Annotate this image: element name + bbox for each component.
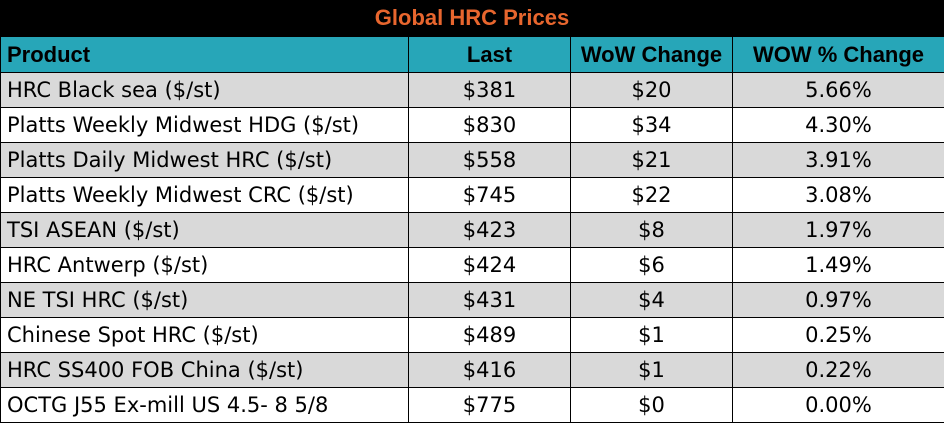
cell-product: OCTG J55 Ex-mill US 4.5- 8 5/8 — [0, 387, 409, 423]
cell-last: $416 — [408, 352, 571, 388]
cell-wow-change: $6 — [570, 247, 733, 283]
cell-product: HRC Black sea ($/st) — [0, 72, 409, 108]
table-row: NE TSI HRC ($/st) $431 $4 0.97% — [0, 282, 944, 318]
cell-wow-change: $21 — [570, 142, 733, 178]
cell-wow-pct-change: 0.25% — [732, 317, 944, 353]
table-row: HRC Antwerp ($/st) $424 $6 1.49% — [0, 247, 944, 283]
cell-product: Platts Daily Midwest HRC ($/st) — [0, 142, 409, 178]
table-row: HRC Black sea ($/st) $381 $20 5.66% — [0, 72, 944, 108]
cell-wow-pct-change: 0.22% — [732, 352, 944, 388]
cell-last: $489 — [408, 317, 571, 353]
header-row: Product Last WoW Change WOW % Change — [0, 36, 944, 73]
cell-wow-change: $8 — [570, 212, 733, 248]
cell-product: HRC SS400 FOB China ($/st) — [0, 352, 409, 388]
cell-last: $558 — [408, 142, 571, 178]
cell-wow-pct-change: 0.97% — [732, 282, 944, 318]
cell-product: Platts Weekly Midwest CRC ($/st) — [0, 177, 409, 213]
table-title: Global HRC Prices — [374, 5, 570, 30]
cell-wow-pct-change: 5.66% — [732, 72, 944, 108]
header-last: Last — [408, 36, 571, 73]
cell-product: Chinese Spot HRC ($/st) — [0, 317, 409, 353]
cell-wow-change: $34 — [570, 107, 733, 143]
cell-wow-change: $4 — [570, 282, 733, 318]
cell-wow-change: $20 — [570, 72, 733, 108]
hrc-prices-table: Product Last WoW Change WOW % Change HRC… — [0, 36, 944, 423]
table-row: Platts Weekly Midwest HDG ($/st) $830 $34 4… — [0, 107, 944, 143]
header-wow-change: WoW Change — [570, 36, 733, 73]
cell-wow-pct-change: 4.30% — [732, 107, 944, 143]
cell-last: $830 — [408, 107, 571, 143]
header-wow-pct-change: WOW % Change — [732, 36, 944, 73]
cell-product: Platts Weekly Midwest HDG ($/st) — [0, 107, 409, 143]
cell-wow-pct-change: 0.00% — [732, 387, 944, 423]
cell-last: $431 — [408, 282, 571, 318]
cell-last: $424 — [408, 247, 571, 283]
cell-wow-pct-change: 3.08% — [732, 177, 944, 213]
cell-wow-pct-change: 1.49% — [732, 247, 944, 283]
cell-wow-pct-change: 3.91% — [732, 142, 944, 178]
title-bar: Global HRC Prices — [0, 0, 944, 36]
table-row: HRC SS400 FOB China ($/st) $416 $1 0.22% — [0, 352, 944, 388]
cell-wow-pct-change: 1.97% — [732, 212, 944, 248]
cell-last: $775 — [408, 387, 571, 423]
cell-product: HRC Antwerp ($/st) — [0, 247, 409, 283]
table-row: Platts Daily Midwest HRC ($/st) $558 $21 3.… — [0, 142, 944, 178]
cell-product: TSI ASEAN ($/st) — [0, 212, 409, 248]
cell-product: NE TSI HRC ($/st) — [0, 282, 409, 318]
cell-wow-change: $0 — [570, 387, 733, 423]
table-row: Chinese Spot HRC ($/st) $489 $1 0.25% — [0, 317, 944, 353]
table-row: OCTG J55 Ex-mill US 4.5- 8 5/8 $775 $0 0.00… — [0, 387, 944, 423]
table-row: Platts Weekly Midwest CRC ($/st) $745 $22 3… — [0, 177, 944, 213]
cell-last: $745 — [408, 177, 571, 213]
cell-last: $423 — [408, 212, 571, 248]
cell-wow-change: $1 — [570, 352, 733, 388]
cell-wow-change: $1 — [570, 317, 733, 353]
table-row: TSI ASEAN ($/st) $423 $8 1.97% — [0, 212, 944, 248]
header-product: Product — [0, 36, 409, 73]
cell-last: $381 — [408, 72, 571, 108]
cell-wow-change: $22 — [570, 177, 733, 213]
